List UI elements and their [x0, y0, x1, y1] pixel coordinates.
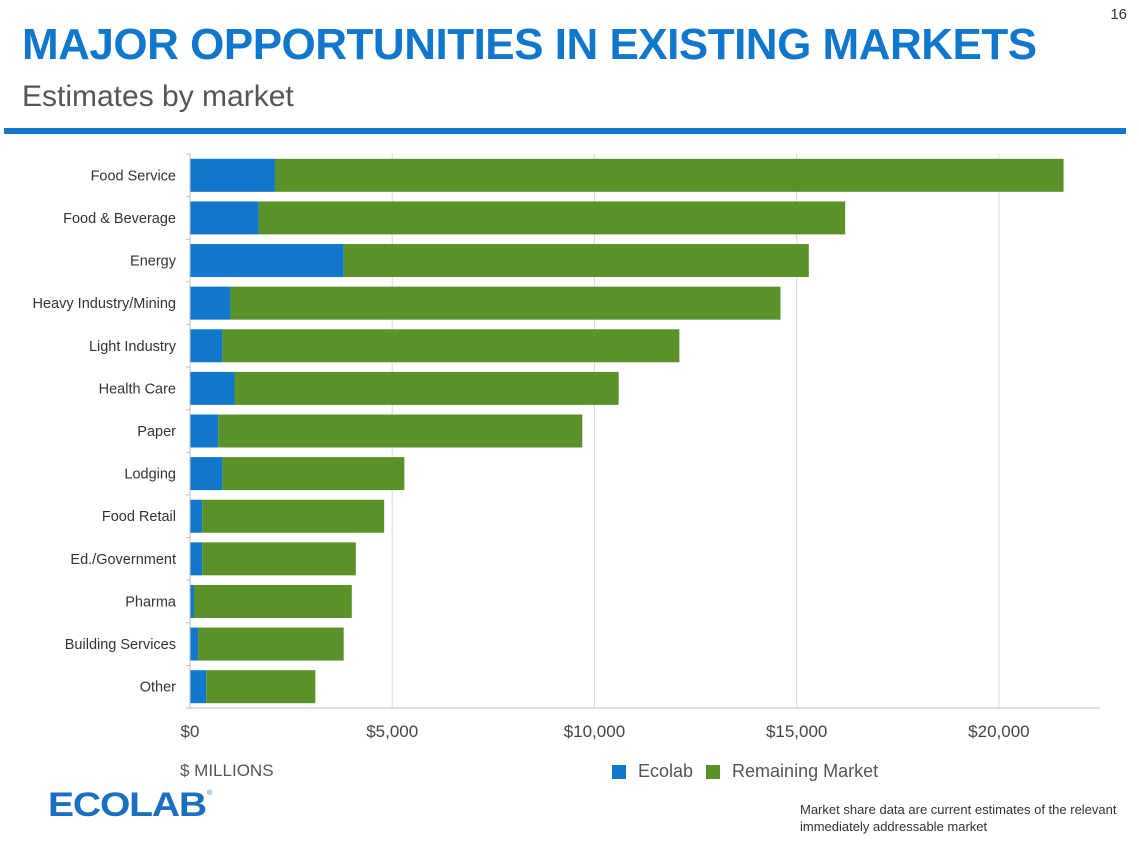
- bar-remaining-1: [258, 201, 846, 235]
- svg-text:ECOLAB: ECOLAB: [48, 786, 207, 822]
- ecolab-logo: ECOLAB ®: [48, 786, 213, 822]
- units-label: $ MILLIONS: [180, 761, 274, 780]
- page-title: MAJOR OPPORTUNITIES IN EXISTING MARKETS: [22, 20, 1037, 69]
- x-tick-label-3: $15,000: [766, 722, 827, 741]
- bar-ecolab-4: [190, 329, 223, 363]
- bar-ecolab-5: [190, 371, 235, 405]
- bar-remaining-6: [218, 414, 583, 448]
- bar-ecolab-11: [190, 627, 199, 661]
- legend-item-remaining: Remaining Market: [706, 761, 878, 782]
- bar-remaining-8: [202, 499, 385, 533]
- legend-label-remaining: Remaining Market: [732, 761, 879, 781]
- category-label-6: Paper: [137, 424, 176, 440]
- page-subtitle: Estimates by market: [22, 80, 294, 113]
- bar-remaining-9: [202, 542, 356, 576]
- page-number: 16: [1110, 6, 1127, 23]
- x-tick-label-4: $20,000: [968, 722, 1029, 741]
- category-label-0: Food Service: [91, 168, 176, 184]
- bar-remaining-12: [206, 670, 316, 704]
- bar-remaining-2: [343, 244, 809, 278]
- bar-remaining-10: [194, 584, 352, 618]
- bar-ecolab-1: [190, 201, 259, 235]
- category-label-12: Other: [140, 680, 176, 696]
- bar-remaining-11: [198, 627, 344, 661]
- bar-ecolab-7: [190, 457, 223, 491]
- stacked-bar-chart: Food Service Food & Beverage Energy Heavy I…: [33, 153, 1100, 741]
- legend-swatch-remaining: [706, 764, 721, 779]
- bar-remaining-0: [274, 158, 1064, 192]
- bar-ecolab-2: [190, 244, 344, 278]
- legend-swatch-ecolab: [612, 764, 626, 779]
- category-label-1: Food & Beverage: [63, 211, 176, 227]
- x-tick-label-1: $5,000: [366, 722, 418, 741]
- category-label-3: Heavy Industry/Mining: [33, 296, 176, 312]
- bar-ecolab-12: [190, 670, 207, 704]
- bar-ecolab-6: [190, 414, 219, 448]
- svg-text:®: ®: [207, 789, 213, 797]
- category-label-7: Lodging: [124, 467, 176, 483]
- bar-remaining-5: [234, 371, 619, 405]
- bar-ecolab-0: [190, 158, 275, 192]
- category-label-8: Food Retail: [102, 509, 176, 525]
- legend-label-ecolab: Ecolab: [638, 761, 694, 781]
- bar-ecolab-9: [190, 542, 203, 576]
- title-divider: [4, 128, 1126, 134]
- bar-remaining-3: [230, 286, 781, 320]
- category-label-10: Pharma: [125, 594, 177, 610]
- legend-item-ecolab: Ecolab: [612, 761, 693, 782]
- bar-remaining-7: [222, 457, 405, 491]
- bar-ecolab-10: [190, 584, 195, 618]
- bar-ecolab-8: [190, 499, 203, 533]
- category-label-11: Building Services: [65, 637, 176, 653]
- category-label-9: Ed./Government: [70, 552, 176, 568]
- category-label-4: Light Industry: [89, 339, 177, 355]
- bar-ecolab-3: [190, 286, 231, 320]
- x-tick-label-0: $0: [181, 722, 200, 741]
- x-tick-label-2: $10,000: [564, 722, 625, 741]
- chart-legend: Ecolab Remaining Market: [612, 761, 891, 782]
- bar-remaining-4: [222, 329, 680, 363]
- category-label-2: Energy: [130, 254, 177, 270]
- category-label-5: Health Care: [99, 381, 176, 397]
- footnote: Market share data are current estimates …: [800, 802, 1117, 834]
